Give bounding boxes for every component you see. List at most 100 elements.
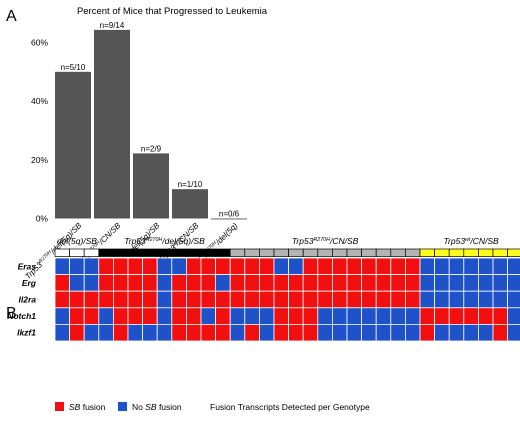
heatmap-cell	[98, 257, 114, 276]
heatmap-cell	[200, 274, 217, 292]
heatmap-cell	[404, 307, 421, 325]
panel-b: B del(5q)/SB Trp53R270H/del(5q)/SB Trp53R2…	[6, 236, 520, 412]
heatmap-cell	[98, 274, 114, 292]
heatmap-cell	[375, 257, 392, 276]
heatmap-cell	[200, 323, 217, 342]
genotype-cell	[390, 248, 406, 257]
heatmap-cell	[492, 257, 509, 276]
heatmap-cell	[346, 274, 363, 292]
heatmap-cell	[375, 274, 392, 292]
heatmap-cell	[404, 257, 421, 276]
heatmap-cell	[142, 257, 158, 276]
heatmap-cell	[507, 307, 520, 325]
heatmap-cell	[171, 257, 187, 276]
genotype-cell	[419, 248, 435, 257]
heatmap-cell	[215, 257, 231, 276]
heatmap-cell	[69, 323, 85, 342]
genotype-cell	[69, 248, 85, 257]
genotype-cell	[346, 248, 362, 257]
genotype-cell	[215, 248, 231, 257]
chart-title: Percent of Mice that Progressed to Leuke…	[77, 6, 268, 17]
heatmap-cell	[156, 323, 173, 342]
heatmap-cell	[477, 307, 494, 325]
heatmap-cell	[185, 274, 202, 292]
heatmap-cell	[331, 274, 348, 292]
heatmap-cell	[361, 257, 377, 276]
heatmap-cell	[448, 323, 465, 342]
genotype-cell	[186, 248, 202, 257]
bar-value-label: n=5/10	[61, 63, 86, 72]
y-tick-label: 60%	[31, 38, 48, 48]
heatmap-cell	[127, 290, 144, 309]
heatmap-cell	[492, 290, 509, 309]
heatmap-cell	[142, 274, 158, 292]
heatmap-cell	[477, 274, 494, 292]
heatmap-cell	[244, 257, 260, 276]
genotype-cell	[405, 248, 421, 257]
heatmap-cell	[127, 323, 144, 342]
heatmap-cell	[185, 290, 202, 309]
heatmap-cell	[390, 274, 406, 292]
heatmap-cell	[302, 257, 319, 276]
heatmap-cell	[477, 290, 494, 309]
genotype-cell	[259, 248, 275, 257]
heatmap-cell	[83, 274, 100, 292]
legend-swatch	[55, 402, 64, 411]
y-tick-label: 0%	[36, 214, 49, 224]
heatmap-cell	[346, 323, 363, 342]
heatmap-cell	[361, 274, 377, 292]
heatmap-cell	[185, 257, 202, 276]
heatmap-cell	[83, 307, 100, 325]
genotype-label: del(5q)/SB	[57, 236, 97, 246]
heatmap-cell	[229, 290, 246, 309]
heatmap-cell	[331, 323, 348, 342]
heatmap-cell	[331, 257, 348, 276]
heatmap-cell	[463, 290, 479, 309]
legend-label: No SB fusion	[132, 402, 182, 412]
bar	[94, 29, 130, 219]
heatmap-cell	[434, 307, 450, 325]
genotype-cell	[302, 248, 319, 257]
genotype-bar	[54, 248, 520, 257]
heatmap-cell	[258, 290, 275, 309]
row-label: Ikzf1	[17, 328, 36, 338]
heatmap-cell	[375, 290, 392, 309]
heatmap-cell	[113, 323, 129, 342]
heatmap-cell	[317, 274, 333, 292]
heatmap-cell	[404, 290, 421, 309]
heatmap-cell	[361, 323, 377, 342]
genotype-cell	[98, 248, 114, 257]
genotype-cell	[375, 248, 392, 257]
heatmap-cell	[288, 307, 304, 325]
genotype-label: Trp53wt/CN/SB	[443, 236, 499, 246]
heatmap-cell	[185, 323, 202, 342]
heatmap-cell	[142, 307, 158, 325]
genotype-cell	[448, 248, 465, 257]
heatmap-cell	[258, 307, 275, 325]
heatmap-cell	[404, 274, 421, 292]
bar-series	[55, 29, 247, 220]
heatmap-cell	[215, 274, 231, 292]
heatmap-cell	[463, 323, 479, 342]
heatmap-cell	[492, 274, 509, 292]
genotype-cell	[113, 248, 129, 257]
heatmap-cell	[288, 274, 304, 292]
row-label: Il2ra	[19, 295, 37, 305]
panel-b-letter: B	[6, 305, 17, 322]
heatmap-cell	[113, 274, 129, 292]
heatmap-cell	[113, 257, 129, 276]
genotype-cell	[288, 248, 304, 257]
y-tick-label: 40%	[31, 96, 48, 106]
heatmap-cell	[492, 323, 509, 342]
heatmap-cell	[156, 257, 173, 276]
bar-value-label: n=0/6	[219, 210, 240, 219]
heatmap-cell	[317, 257, 333, 276]
heatmap-cell	[113, 290, 129, 309]
heatmap-cell	[171, 307, 187, 325]
genotype-group-labels: del(5q)/SB Trp53R270H/del(5q)/SB Trp53R270…	[57, 236, 499, 246]
bar-value-label: n=2/9	[141, 144, 162, 153]
bar	[172, 189, 208, 219]
heatmap-cell	[142, 323, 158, 342]
heatmap-cell	[229, 257, 246, 276]
heatmap-cell	[54, 274, 71, 292]
